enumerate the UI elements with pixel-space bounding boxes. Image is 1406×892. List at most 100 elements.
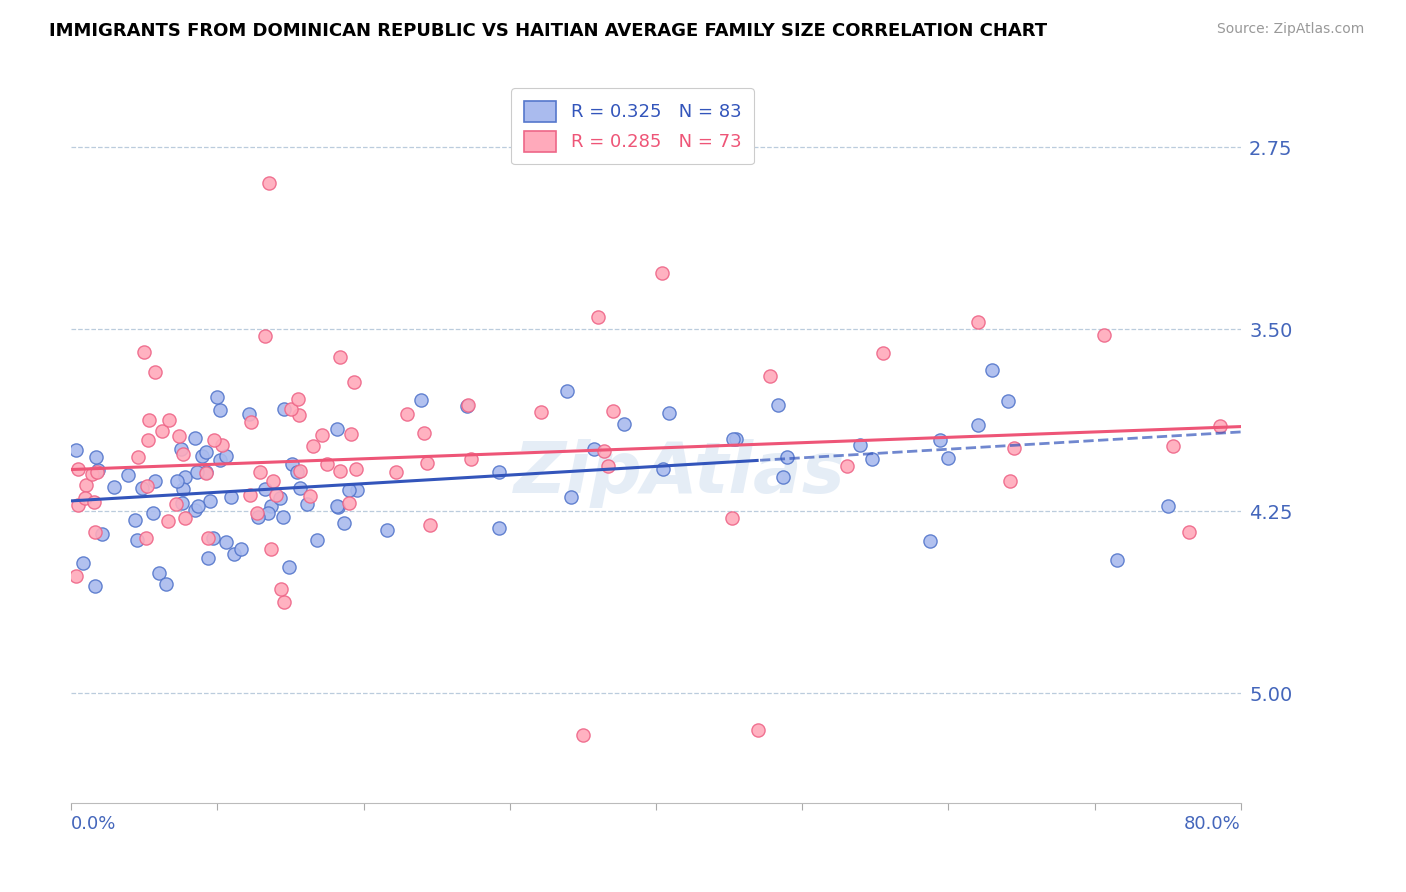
Point (967, 417, 990, 432)
Point (197, 531, 219, 545)
Point (202, 531, 225, 545)
Point (83, 579, 105, 593)
Point (103, 480, 125, 494)
Point (219, 490, 242, 504)
Point (91, 526, 114, 541)
Point (200, 494, 222, 508)
Point (208, 453, 231, 467)
Point (651, 266, 673, 280)
Point (337, 483, 360, 497)
Text: 80.0%: 80.0% (1184, 815, 1240, 833)
Point (172, 447, 194, 461)
Point (298, 489, 321, 503)
Point (340, 427, 363, 442)
Point (253, 329, 276, 343)
Point (326, 499, 349, 513)
Legend: R = 0.325   N = 83, R = 0.285   N = 73: R = 0.325 N = 83, R = 0.285 N = 73 (512, 88, 754, 164)
Point (776, 450, 799, 464)
Point (172, 482, 194, 496)
Point (238, 407, 260, 421)
Point (288, 408, 311, 422)
Point (240, 415, 263, 429)
Point (135, 531, 157, 545)
Point (278, 560, 301, 574)
Point (183, 503, 205, 517)
Point (316, 457, 339, 471)
Point (860, 451, 883, 466)
Point (270, 582, 292, 597)
Point (82, 467, 104, 481)
Point (73, 491, 96, 505)
Point (132, 344, 155, 359)
Point (170, 442, 193, 456)
Point (560, 490, 582, 504)
Point (249, 465, 271, 479)
Point (337, 496, 360, 510)
Point (530, 405, 553, 419)
Point (772, 469, 794, 483)
Point (582, 442, 605, 456)
Point (138, 433, 160, 447)
Point (555, 384, 578, 398)
Point (419, 518, 441, 533)
Point (872, 345, 894, 359)
Point (572, 728, 595, 742)
Point (124, 513, 146, 527)
Point (998, 474, 1021, 488)
Point (172, 496, 194, 510)
Point (413, 426, 436, 441)
Point (86, 462, 108, 476)
Point (67, 499, 90, 513)
Point (195, 444, 218, 458)
Point (135, 479, 157, 493)
Point (981, 363, 1004, 377)
Point (488, 465, 510, 479)
Point (344, 461, 367, 475)
Text: 0.0%: 0.0% (72, 815, 117, 833)
Point (257, 177, 280, 191)
Point (593, 444, 616, 458)
Point (333, 516, 356, 530)
Point (222, 547, 245, 561)
Point (375, 523, 398, 537)
Point (257, 506, 280, 520)
Point (837, 458, 859, 473)
Point (65, 569, 87, 583)
Point (280, 457, 302, 471)
Point (195, 466, 218, 480)
Point (117, 468, 139, 483)
Point (131, 481, 153, 495)
Point (148, 566, 170, 581)
Point (305, 533, 328, 547)
Point (75, 478, 97, 492)
Point (747, 723, 769, 737)
Point (157, 413, 180, 427)
Point (295, 497, 318, 511)
Point (456, 400, 478, 414)
Point (918, 533, 941, 548)
Point (346, 483, 368, 497)
Point (724, 432, 747, 446)
Point (612, 417, 634, 431)
Point (1178, 524, 1201, 539)
Point (280, 402, 302, 417)
Point (766, 398, 789, 412)
Point (260, 499, 283, 513)
Point (395, 407, 418, 421)
Point (205, 390, 228, 404)
Point (83, 495, 105, 509)
Point (758, 368, 780, 383)
Point (271, 510, 294, 524)
Point (329, 351, 352, 365)
Point (928, 433, 950, 447)
Point (1092, 327, 1115, 342)
Point (264, 488, 287, 502)
Point (285, 465, 308, 479)
Point (145, 365, 167, 379)
Point (156, 514, 179, 528)
Point (997, 393, 1019, 408)
Point (239, 488, 262, 502)
Point (215, 450, 238, 464)
Point (165, 497, 187, 511)
Point (1105, 553, 1128, 567)
